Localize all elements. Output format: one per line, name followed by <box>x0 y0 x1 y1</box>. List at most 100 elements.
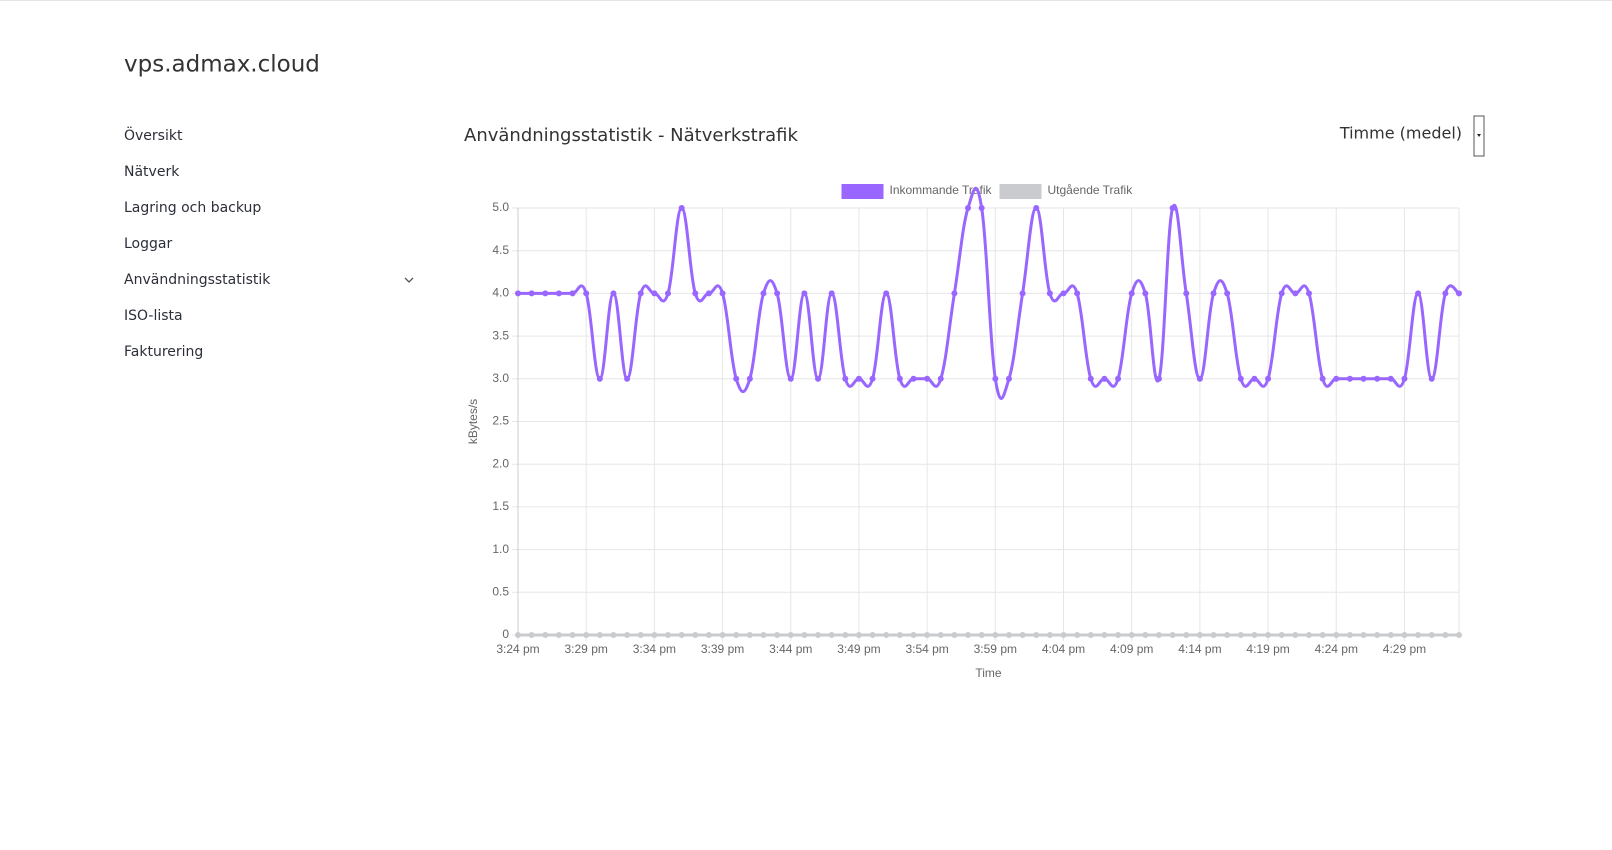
data-point <box>692 290 699 297</box>
data-point <box>1360 632 1367 638</box>
data-point <box>583 290 590 297</box>
data-point <box>1196 632 1203 638</box>
data-point <box>583 632 590 638</box>
data-point <box>705 290 712 297</box>
data-point <box>555 290 562 297</box>
data-point <box>978 632 985 638</box>
y-tick-label: 4.5 <box>492 243 509 257</box>
nav-item[interactable]: Loggar <box>124 236 172 252</box>
data-point <box>1333 375 1340 382</box>
nav-item[interactable]: Översikt <box>124 126 183 144</box>
data-point <box>1265 375 1272 382</box>
data-point <box>1374 375 1381 382</box>
data-point <box>1360 375 1367 382</box>
data-point <box>855 632 862 638</box>
data-point <box>896 375 903 382</box>
data-point <box>1142 290 1149 297</box>
dropdown-box[interactable] <box>1340 116 1484 154</box>
data-point <box>924 375 931 382</box>
data-point <box>1210 290 1217 297</box>
data-point <box>1237 375 1244 382</box>
data-point <box>978 205 985 211</box>
data-point <box>1155 375 1162 382</box>
data-point <box>555 632 562 638</box>
data-point <box>1046 290 1053 297</box>
data-point <box>828 290 835 297</box>
data-point <box>1019 290 1026 297</box>
x-tick-label: 3:34 pm <box>633 642 676 656</box>
dropdown[interactable]: Timme (medel) <box>1339 115 1485 157</box>
x-tick-label: 3:29 pm <box>565 642 608 656</box>
y-tick-label: 2.5 <box>492 414 509 428</box>
data-point <box>719 632 726 638</box>
data-point <box>1019 632 1026 638</box>
data-point <box>637 632 644 638</box>
data-point <box>1415 290 1422 297</box>
legend-swatch <box>841 184 884 199</box>
nav-item[interactable]: Nätverk <box>124 164 180 180</box>
data-point <box>596 632 603 638</box>
x-tick-label: 3:54 pm <box>905 642 948 656</box>
data-point <box>828 632 835 638</box>
data-point <box>1387 375 1394 382</box>
data-point <box>855 375 862 382</box>
data-point <box>569 632 576 638</box>
data-point <box>1292 632 1299 638</box>
sidebar: Översikt Nätverk Lagring och backup Loggar A… <box>124 126 271 360</box>
data-point <box>1442 632 1449 638</box>
x-tick-label: 4:04 pm <box>1042 642 1085 656</box>
data-point <box>719 290 726 297</box>
x-tick-label: 3:49 pm <box>837 642 880 656</box>
y-tick-label: 3.5 <box>492 328 509 342</box>
y-tick-label: 0.5 <box>492 584 509 598</box>
data-point <box>1305 632 1312 638</box>
y-axis-title: kBytes/s <box>466 399 480 444</box>
nav-item[interactable]: Fakturering <box>124 344 203 360</box>
x-tick-label: 3:44 pm <box>769 642 812 656</box>
y-tick-label: 2.0 <box>492 456 509 470</box>
data-point <box>1292 290 1299 297</box>
data-point <box>1305 290 1312 297</box>
data-point <box>1169 205 1176 211</box>
y-tick-label: 1.5 <box>492 499 509 513</box>
y-tick-label: 3.0 <box>492 371 509 385</box>
data-point <box>896 632 903 638</box>
data-point <box>1237 632 1244 638</box>
chevron <box>404 277 414 283</box>
data-point <box>1142 632 1149 638</box>
data-point <box>542 290 549 297</box>
data-point <box>869 632 876 638</box>
data-point <box>774 290 781 297</box>
data-point <box>965 632 972 638</box>
dropdown-label[interactable]: Timme (medel) <box>1339 124 1462 143</box>
data-point <box>1196 375 1203 382</box>
data-point <box>1319 375 1326 382</box>
data-point <box>1074 290 1081 297</box>
nav-item[interactable]: Användningsstatistik <box>124 272 271 288</box>
nav-item[interactable]: Lagring och backup <box>124 200 261 216</box>
data-point <box>637 290 644 297</box>
data-point <box>528 632 535 638</box>
data-point <box>1442 290 1449 297</box>
data-point <box>1033 205 1040 211</box>
data-point <box>651 632 658 638</box>
data-point <box>705 632 712 638</box>
data-point <box>842 632 849 638</box>
x-tick-label: 4:29 pm <box>1383 642 1426 656</box>
data-point <box>1210 632 1217 638</box>
data-point <box>842 375 849 382</box>
data-point <box>1005 632 1012 638</box>
x-tick-label: 4:09 pm <box>1110 642 1153 656</box>
data-point <box>1155 632 1162 638</box>
dropdown-arrow <box>1477 134 1481 137</box>
data-point <box>883 290 890 297</box>
data-point <box>1278 632 1285 638</box>
data-point <box>1005 375 1012 382</box>
data-point <box>1346 375 1353 382</box>
nav-item[interactable]: ISO-lista <box>124 308 183 324</box>
data-point <box>651 290 658 297</box>
data-point <box>665 632 672 638</box>
data-point <box>1278 290 1285 297</box>
data-point <box>1401 375 1408 382</box>
